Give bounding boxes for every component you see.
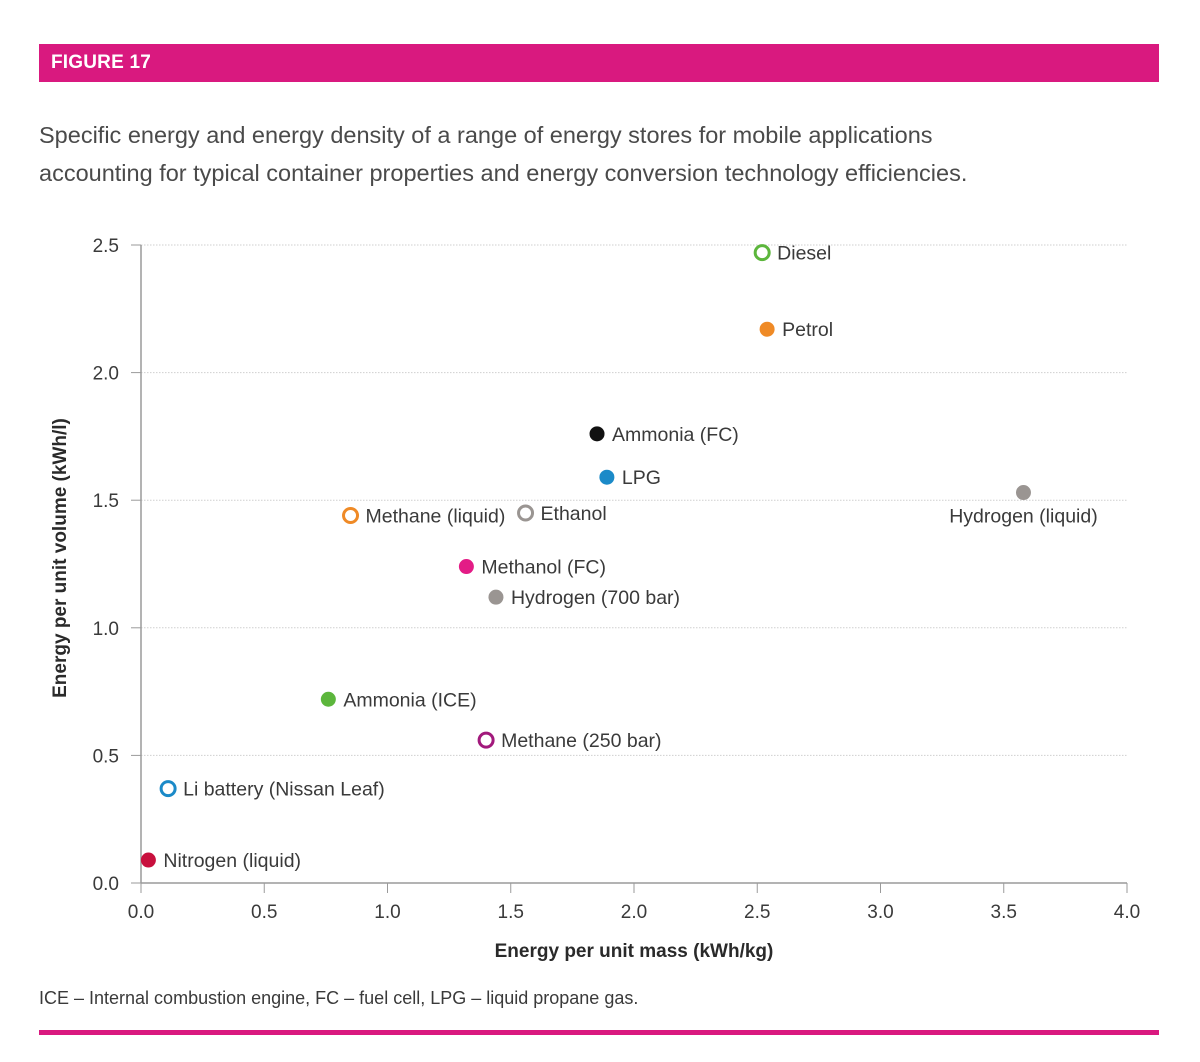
data-label: Hydrogen (liquid) <box>949 506 1098 528</box>
y-axis-label: Energy per unit volume (kWh/l) <box>50 418 71 698</box>
x-tick-label: 1.5 <box>498 902 524 923</box>
data-point <box>759 321 775 337</box>
data-point <box>458 559 474 575</box>
footnote: ICE – Internal combustion engine, FC – f… <box>39 988 639 1008</box>
data-label: Ammonia (ICE) <box>343 689 476 711</box>
data-point-hollow <box>477 731 495 749</box>
caption-line-1: Specific energy and energy density of a … <box>39 122 933 148</box>
data-point <box>140 852 156 868</box>
bottom-rule <box>39 1030 1159 1035</box>
x-tick-label: 4.0 <box>1114 902 1140 923</box>
data-label: Nitrogen (liquid) <box>163 850 301 872</box>
x-tick-label: 2.0 <box>621 902 647 923</box>
data-point-hollow <box>159 780 177 798</box>
data-label: Li battery (Nissan Leaf) <box>183 779 385 801</box>
y-tick-label: 0.0 <box>93 874 119 895</box>
figure-caption: Specific energy and energy density of a … <box>39 116 1149 192</box>
data-label: Petrol <box>782 319 833 341</box>
x-tick-label: 3.5 <box>991 902 1017 923</box>
y-tick-label: 2.0 <box>93 364 119 385</box>
data-label: Hydrogen (700 bar) <box>511 587 680 609</box>
y-tick-label: 2.5 <box>93 236 119 257</box>
data-label: Methane (250 bar) <box>501 730 661 752</box>
y-tick-label: 1.0 <box>93 619 119 640</box>
figure-label: FIGURE 17 <box>51 52 151 73</box>
data-point <box>589 426 605 442</box>
data-point-hollow <box>342 507 360 525</box>
x-tick-label: 0.5 <box>251 902 277 923</box>
data-point <box>320 691 336 707</box>
x-tick-label: 2.5 <box>744 902 770 923</box>
data-label: Ethanol <box>541 503 607 525</box>
data-point <box>488 589 504 605</box>
data-point-hollow <box>517 504 535 522</box>
data-label: LPG <box>622 467 661 489</box>
caption-line-2: accounting for typical container propert… <box>39 160 968 186</box>
data-point-hollow <box>753 244 771 262</box>
x-tick-label: 0.0 <box>128 902 154 923</box>
data-point <box>599 469 615 485</box>
data-label: Methane (liquid) <box>366 506 506 528</box>
data-label: Diesel <box>777 243 831 265</box>
figure-banner: FIGURE 17 <box>39 44 1159 82</box>
x-axis-label: Energy per unit mass (kWh/kg) <box>495 941 774 962</box>
data-label: Methanol (FC) <box>481 557 606 579</box>
y-tick-label: 0.5 <box>93 746 119 767</box>
data-label: Ammonia (FC) <box>612 424 739 446</box>
y-tick-label: 1.5 <box>93 491 119 512</box>
x-tick-label: 1.0 <box>374 902 400 923</box>
x-tick-label: 3.0 <box>867 902 893 923</box>
data-point <box>1015 485 1031 501</box>
